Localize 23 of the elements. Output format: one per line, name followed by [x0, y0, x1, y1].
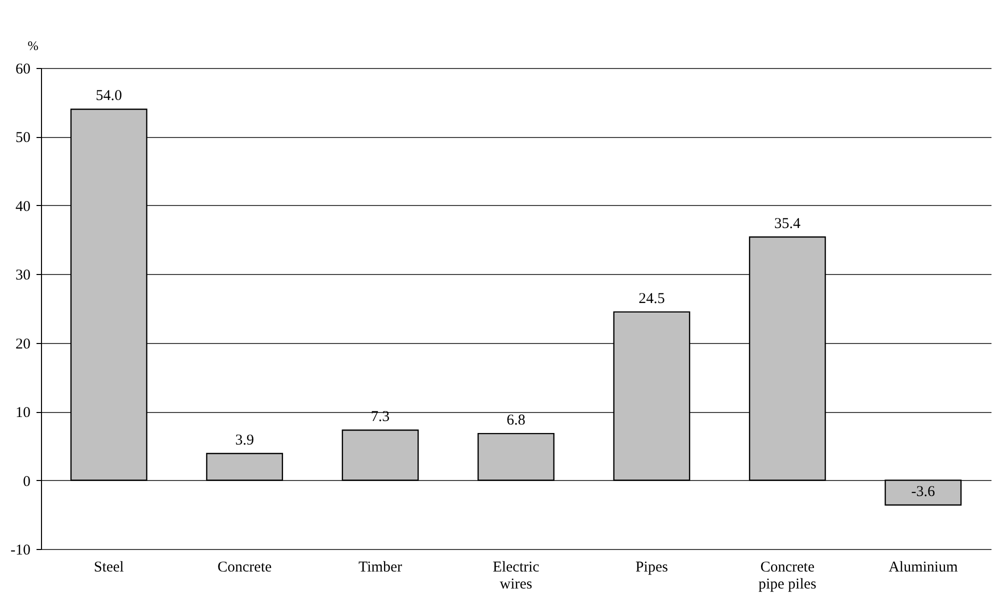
data-label: -3.6	[911, 484, 936, 500]
data-label: 24.5	[638, 290, 665, 307]
y-tick-label: 40	[16, 198, 30, 215]
x-tick-label: Concrete pipe piles	[758, 560, 817, 592]
x-tick-label: Pipes	[635, 560, 668, 576]
data-label: 54.0	[96, 88, 122, 104]
y-tick-label: 30	[16, 268, 30, 284]
x-tick-label: Aluminium	[888, 560, 958, 576]
y-tick-label: -10	[10, 542, 30, 558]
y-tick-label: 0	[23, 474, 30, 490]
x-tick-label: Steel	[94, 560, 124, 576]
y-tick-label: 50	[16, 130, 30, 146]
data-label: 6.8	[506, 412, 526, 429]
x-tick-label: Electric wires	[492, 560, 540, 592]
data-label: 35.4	[774, 216, 802, 232]
x-tick-label: Timber	[358, 560, 402, 576]
data-label: 7.3	[370, 409, 390, 426]
y-tick-label: 60	[16, 62, 30, 78]
data-label: 3.9	[235, 432, 254, 448]
x-tick-label: Concrete	[218, 560, 272, 576]
y-tick-label: 10	[16, 405, 30, 422]
y-axis-title: %	[28, 38, 39, 53]
y-tick-label: 20	[16, 336, 30, 352]
